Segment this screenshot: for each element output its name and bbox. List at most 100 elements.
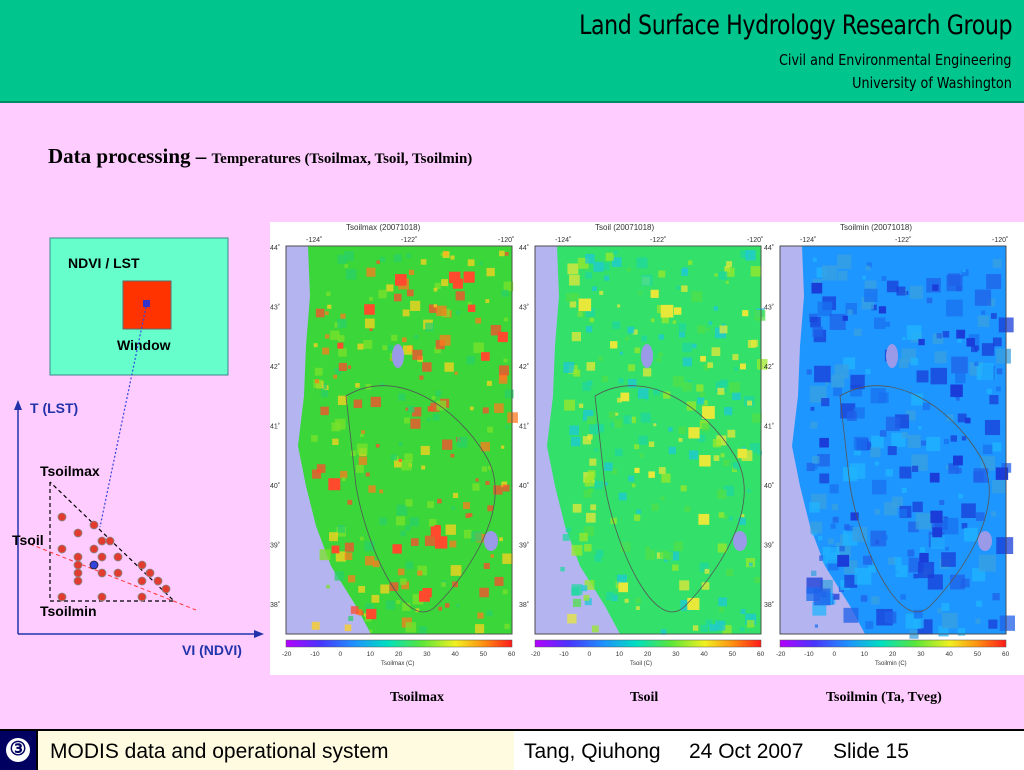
map-texture [868,565,876,573]
map-texture [986,388,992,394]
map-lake [484,531,498,551]
map-texture [741,514,745,518]
map-texture [624,598,629,603]
map-lake [886,344,898,368]
lat-tick-label: 44˚ [519,244,529,252]
map-texture [324,311,329,316]
map-texture [585,254,595,264]
map-texture [485,299,490,303]
map-texture [722,625,732,635]
map-panel-tsoilmax: Tsoilmax (20071018) -124˚ -122˚ -120˚ 44˚ 43˚… [270,223,518,667]
lat-tick-label: 42˚ [270,363,280,371]
map-texture [961,436,967,441]
map-texture [901,487,907,493]
map-texture [806,462,815,472]
footer-topic: MODIS data and operational system [50,740,389,763]
map-texture [860,595,868,602]
map-texture [946,414,954,422]
map-texture [747,489,751,493]
map-hotspot [811,282,823,294]
map-texture [385,600,395,610]
map-texture [941,552,956,567]
map-texture [503,317,508,322]
map-texture [334,571,345,581]
map-texture [825,381,829,386]
map-texture [567,614,577,624]
colorbar-tick-label: 30 [672,651,680,658]
map-texture [313,379,322,388]
map-lake [641,344,653,368]
map-texture [571,544,583,556]
temperature-maps: Tsoilmax (20071018)-124˚ -122˚ -120˚44˚43˚… [270,223,1015,667]
map-basin-outline [594,385,745,613]
map-texture [583,490,592,498]
map-texture [912,465,919,472]
map-texture [311,435,318,442]
map-hotspot [434,536,448,549]
map-texture [337,335,345,342]
map-texture [832,516,839,523]
map-texture [467,259,475,267]
map-hotspot [739,363,746,370]
map-texture [452,492,459,499]
map-texture [365,603,374,612]
map-texture [636,606,640,611]
map-basin-outline [345,385,496,613]
map-texture [379,489,384,494]
colorbar-tick-label: 50 [729,651,737,658]
map-texture [990,313,997,319]
lat-tick-label: 42˚ [764,363,774,371]
header-bar: Land Surface Hydrology Research Group Ci… [0,0,1024,103]
footer-topic-box: MODIS data and operational system [36,731,516,770]
map-texture [958,493,963,499]
map-texture [745,557,756,568]
scatter-dot [73,576,83,586]
slide-title: Data processing – Temperatures (Tsoilmax… [48,144,472,169]
map-texture [711,347,721,357]
map-texture [380,383,385,387]
map-texture [604,462,613,471]
map-texture [740,627,745,632]
map-texture [812,326,823,337]
map-texture [691,343,697,349]
map-lake [392,344,404,368]
map-texture [992,480,1006,494]
scatter-dot [57,592,67,602]
map-texture [401,460,412,471]
map-texture [490,324,502,336]
map-texture [442,439,453,450]
map-texture [475,317,482,324]
map-texture [682,267,688,273]
map-texture [682,357,692,367]
map-texture [668,446,676,455]
map-texture [992,337,1002,347]
map-texture [870,388,886,404]
map-texture [594,448,598,452]
map-texture [992,593,1000,601]
map-texture [699,562,709,572]
map-texture [873,317,886,329]
map-texture [700,624,709,633]
map-texture [912,501,923,513]
map-texture [704,568,710,574]
map-texture [865,265,871,271]
map-texture [418,626,428,635]
map-texture [916,370,929,383]
map-texture [746,620,755,628]
map-hotspot [481,352,490,361]
map-texture [918,425,922,430]
map-texture [417,565,428,576]
map-hotspot [634,467,640,473]
map-texture [321,390,328,397]
colorbar-tick-label: 30 [917,651,925,658]
colorbar-label: Tsoilmax (C) [381,661,414,667]
map-texture [628,475,635,482]
map-texture [441,582,446,587]
map-texture [632,329,638,335]
colorbar-tick-label: -10 [310,651,320,658]
map-texture [405,407,409,411]
map-hotspot [966,338,975,347]
map-texture [697,325,706,334]
map-texture [407,405,415,413]
map-texture [639,453,644,458]
